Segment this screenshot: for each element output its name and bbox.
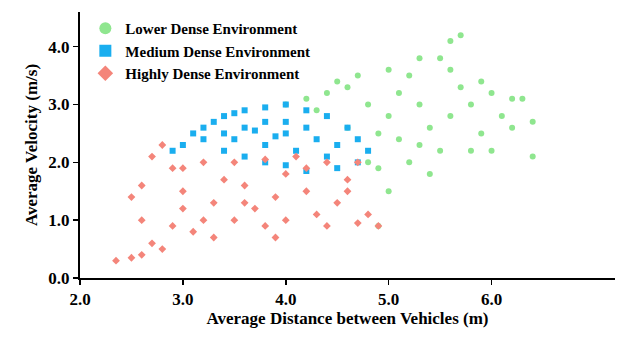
svg-text:2.0: 2.0 (69, 290, 90, 309)
svg-text:Average Distance between Vehic: Average Distance between Vehicles (m) (206, 309, 488, 328)
svg-text:5.0: 5.0 (378, 290, 399, 309)
svg-text:2.0: 2.0 (48, 153, 69, 172)
svg-text:1.0: 1.0 (48, 211, 69, 230)
svg-text:6.0: 6.0 (481, 290, 502, 309)
svg-text:Average Velocity (m/s): Average Velocity (m/s) (22, 64, 41, 226)
svg-text:3.0: 3.0 (172, 290, 193, 309)
svg-text:4.0: 4.0 (275, 290, 296, 309)
svg-text:Highly Dense Environment: Highly Dense Environment (125, 66, 299, 82)
svg-text:3.0: 3.0 (48, 95, 69, 114)
svg-text:0.0: 0.0 (48, 269, 69, 288)
svg-text:4.0: 4.0 (48, 38, 69, 57)
svg-text:Medium Dense Environment: Medium Dense Environment (125, 44, 310, 60)
svg-text:Lower Dense Environment: Lower Dense Environment (125, 21, 297, 37)
